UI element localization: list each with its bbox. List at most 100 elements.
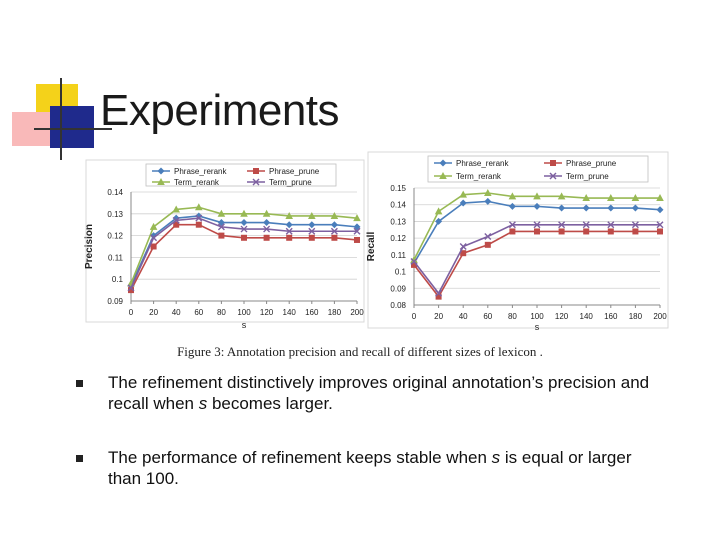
data-point [434, 207, 443, 215]
bullet-1: The refinement distinctively improves or… [108, 372, 668, 414]
data-point [435, 293, 442, 300]
data-point [410, 258, 418, 266]
y-tick-label: 0.09 [107, 297, 123, 306]
data-point [534, 228, 540, 235]
x-tick-label: 20 [149, 308, 158, 317]
data-point [353, 214, 361, 222]
legend-marker [157, 178, 165, 185]
data-point [150, 234, 158, 242]
x-tick-label: 180 [629, 312, 643, 321]
data-point [607, 204, 615, 212]
y-tick-label: 0.1 [112, 275, 124, 284]
data-point [582, 204, 590, 212]
legend-label: Phrase_prune [566, 159, 617, 168]
data-point [656, 194, 664, 202]
legend-label: Phrase_prune [269, 167, 320, 176]
legend-marker [439, 159, 447, 167]
x-tick-label: 40 [459, 312, 468, 321]
data-point [484, 189, 492, 197]
data-point [607, 221, 615, 229]
figure-caption: Figure 3: Annotation precision and recal… [177, 344, 543, 359]
legend-marker [252, 178, 260, 186]
data-point [607, 228, 614, 235]
data-point [557, 192, 566, 200]
data-point [533, 192, 541, 200]
y-tick-label: 0.1 [395, 268, 407, 277]
data-point [308, 211, 316, 219]
y-tick-label: 0.13 [107, 210, 123, 219]
x-tick-label: 120 [260, 308, 274, 317]
legend-label: Term_rerank [456, 172, 502, 181]
data-point [508, 202, 516, 210]
data-point [195, 221, 202, 228]
data-point [533, 221, 541, 229]
data-point [354, 236, 360, 243]
data-point [150, 243, 157, 250]
data-point [435, 289, 443, 297]
x-tick-label: 20 [434, 312, 443, 321]
y-tick-label: 0.13 [390, 217, 406, 226]
y-tick-label: 0.14 [107, 188, 123, 197]
legend-box [145, 163, 337, 187]
x-tick-label: 200 [350, 308, 364, 317]
data-point [631, 221, 639, 229]
data-point [411, 261, 417, 268]
legend-box [427, 155, 649, 183]
recall-chart: 0.08 0.09 0.1 0.11 0.12 0.13 0.14 0.15 0 20 40 60 80… [366, 151, 669, 332]
y-tick-label: 0.15 [390, 184, 406, 193]
data-point [262, 209, 271, 217]
data-point [285, 211, 293, 219]
data-point [218, 232, 225, 239]
data-point [330, 227, 338, 235]
data-point [263, 225, 271, 233]
x-tick-label: 80 [508, 312, 517, 321]
data-point [459, 243, 467, 250]
data-point [582, 221, 590, 229]
bullet-2-emph: s [491, 448, 501, 467]
data-point [484, 241, 491, 248]
data-point [583, 228, 590, 235]
data-point [308, 227, 316, 235]
bullet-2: The performance of refinement keeps stab… [108, 447, 668, 489]
data-point [285, 221, 293, 229]
data-point [558, 228, 565, 235]
y-tick-label: 0.08 [390, 301, 406, 310]
x-tick-label: 160 [305, 308, 319, 317]
legend-label: Term_rerank [174, 178, 220, 187]
legend-label: Term_prune [269, 178, 312, 187]
data-point [631, 194, 640, 202]
legend-marker [253, 168, 259, 174]
data-point [308, 234, 315, 241]
data-point [632, 228, 639, 235]
data-point [459, 190, 467, 198]
data-point [127, 284, 135, 292]
legend-label: Phrase_rerank [456, 159, 509, 168]
data-point [172, 205, 180, 213]
data-point [459, 199, 467, 207]
data-point [509, 228, 516, 235]
x-tick-label: 140 [580, 312, 594, 321]
x-tick-label: 160 [604, 312, 618, 321]
chart-frame [85, 159, 365, 323]
data-point [484, 197, 492, 205]
data-point [240, 225, 248, 233]
deco-horizontal-line [34, 128, 112, 130]
y-tick-label: 0.09 [390, 284, 406, 293]
y-tick-label: 0.12 [107, 232, 123, 241]
x-tick-label: 80 [217, 308, 226, 317]
x-tick-label: 60 [483, 312, 492, 321]
precision-chart: 0.09 0.1 0.11 0.12 0.13 0.14 0 20 40 60 80 100 120 14… [84, 159, 365, 330]
data-point [263, 219, 271, 227]
x-tick-label: 180 [328, 308, 342, 317]
data-point [308, 221, 316, 229]
x-axis-label: s [242, 320, 247, 330]
x-tick-label: 0 [412, 312, 417, 321]
x-tick-label: 0 [129, 308, 134, 317]
data-point [656, 221, 664, 229]
data-point [240, 219, 248, 227]
data-point [353, 227, 361, 235]
y-tick-label: 0.11 [391, 251, 407, 260]
legend-marker [157, 167, 165, 175]
data-point [533, 202, 541, 210]
bullet-1-text-b: becomes larger. [207, 394, 333, 413]
